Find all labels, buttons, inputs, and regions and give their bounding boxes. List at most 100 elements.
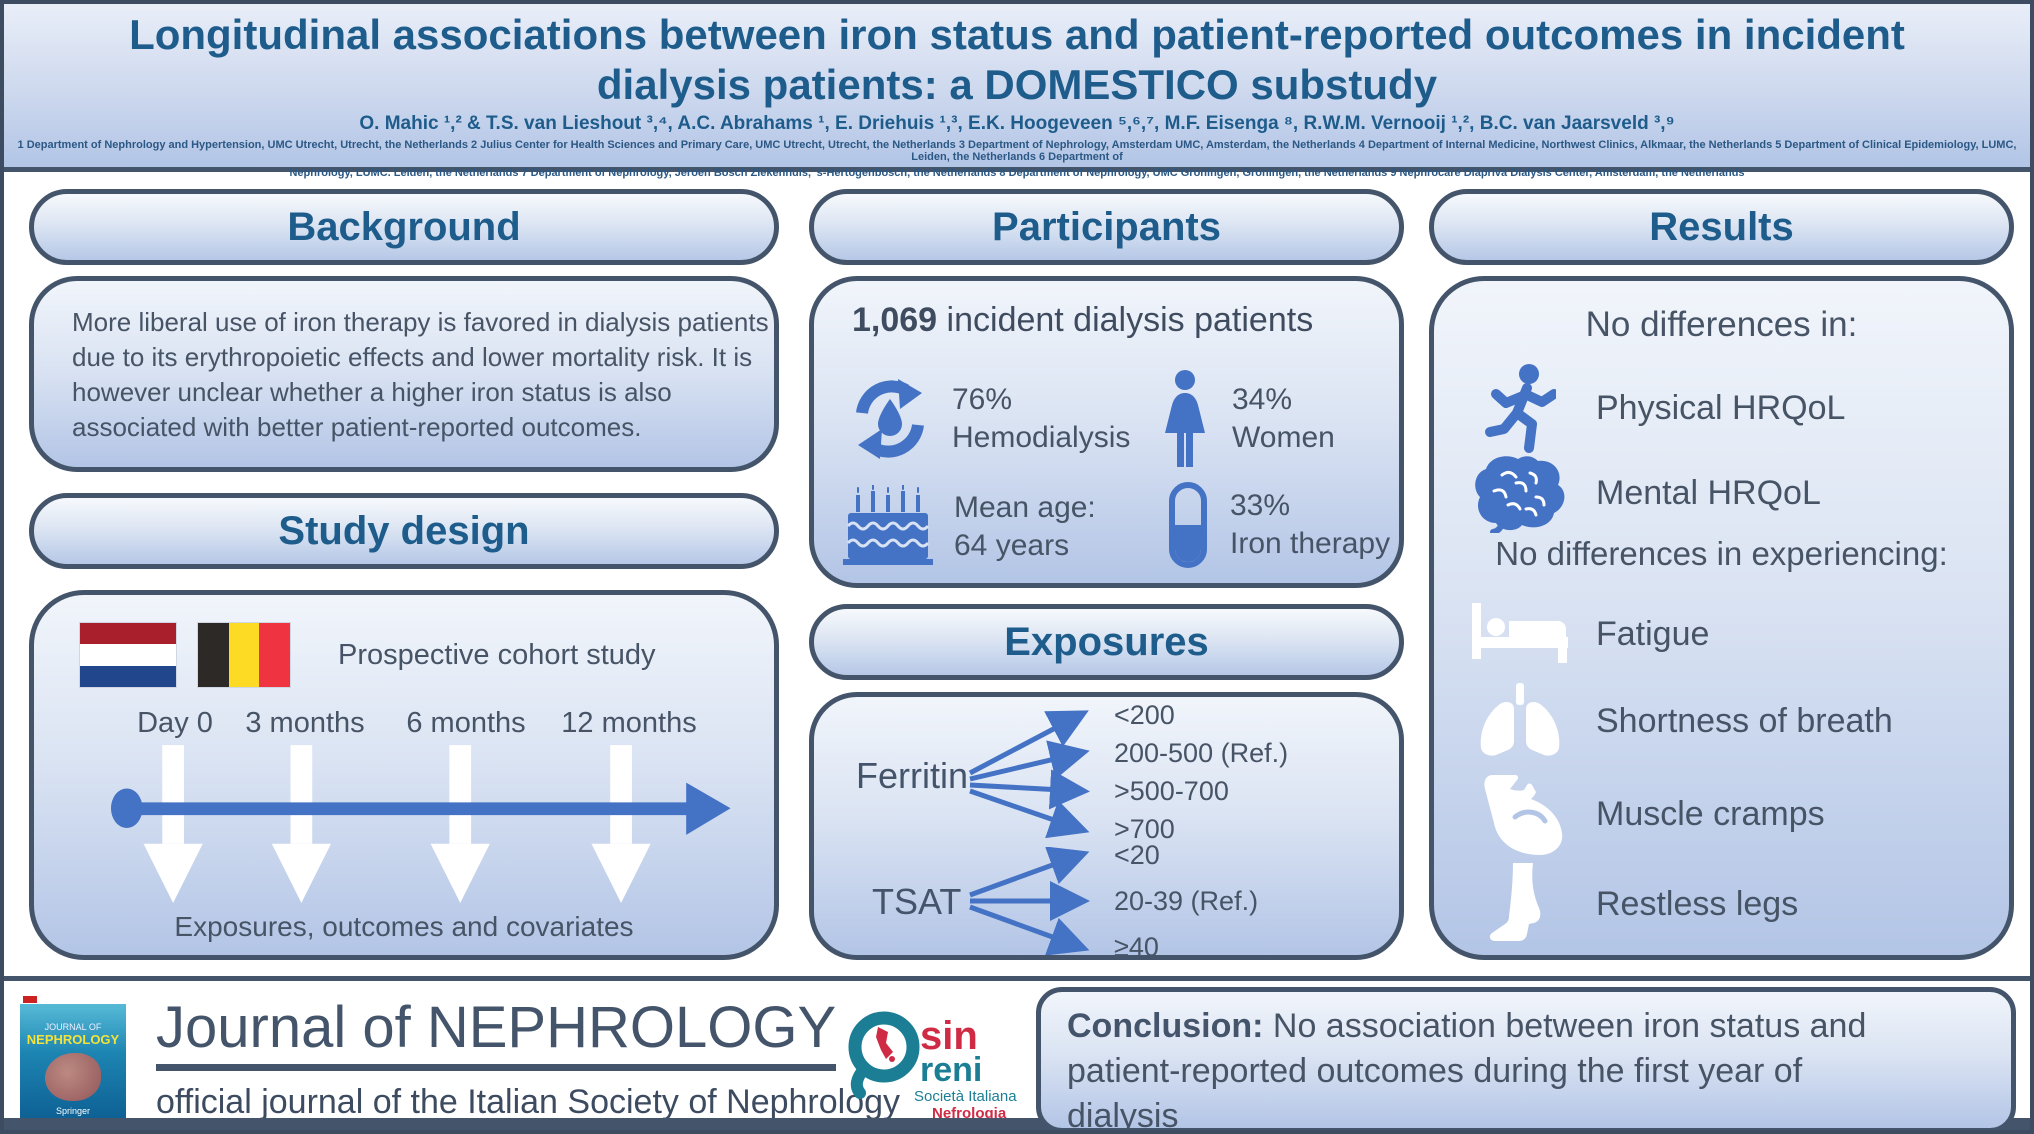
cover-publisher: Springer <box>55 1106 91 1116</box>
result-item-shortness-of-breath: Shortness of breath <box>1470 683 1893 759</box>
study-design-title: Study design <box>278 508 530 553</box>
flag-stripe-white <box>80 644 176 666</box>
results-section-header: Results <box>1429 189 2014 265</box>
conclusion-text: No association between iron status and p… <box>1067 1007 1867 1134</box>
background-title: Background <box>287 204 521 249</box>
bicep-icon <box>1470 771 1570 857</box>
capsule-icon <box>1169 482 1207 568</box>
tsat-category: <20 <box>1114 840 1160 870</box>
authors-line: O. Mahic ¹,² & T.S. van Lieshout ³,⁴, A.… <box>359 113 1675 134</box>
title-line-1: Longitudinal associations between iron s… <box>129 11 1905 58</box>
participants-title: Participants <box>992 204 1221 249</box>
cover-topbar <box>20 995 126 1004</box>
result-label: Physical HRQoL <box>1596 388 1846 427</box>
stat-value: 76% <box>952 383 1013 416</box>
conclusion-box: Conclusion: No association between iron … <box>1036 987 2016 1134</box>
timeline-label-day0: Day 0 <box>137 707 213 739</box>
flags-row: Prospective cohort study <box>80 623 656 687</box>
result-label: Mental HRQoL <box>1596 473 1821 512</box>
stat-iron-therapy: 33% Iron therapy <box>1166 481 1390 569</box>
timeline-label-3months: 3 months <box>245 707 365 739</box>
tsat-arrow-fan <box>969 847 1090 955</box>
result-label: Shortness of breath <box>1596 701 1893 740</box>
study-design-section-header: Study design <box>29 493 779 569</box>
brain-icon <box>1470 453 1570 533</box>
belgium-flag-icon <box>198 623 291 687</box>
result-label: Fatigue <box>1596 614 1710 653</box>
results-heading-2: No differences in experiencing: <box>1495 535 1948 572</box>
flag-stripe-blue <box>80 665 176 687</box>
stat-label: Hemodialysis <box>952 421 1131 454</box>
cake-icon <box>843 485 933 565</box>
journal-title: Journal of NEPHROLOGY <box>156 997 837 1071</box>
stat-hemodialysis: 76% Hemodialysis <box>848 377 1130 461</box>
hemodialysis-icon <box>856 379 924 459</box>
stat-text: 76% Hemodialysis <box>952 381 1130 457</box>
header-banner: Longitudinal associations between iron s… <box>4 4 2030 179</box>
journal-cover: JOURNAL OF NEPHROLOGY Springer <box>20 995 126 1123</box>
study-design-box: Prospective cohort study Day 0 3 months … <box>29 590 779 960</box>
results-title: Results <box>1649 204 1794 249</box>
ferritin-category: <200 <box>1114 700 1175 730</box>
background-text: More liberal use of iron therapy is favo… <box>72 307 769 442</box>
ferritin-label: Ferritin <box>856 755 969 796</box>
result-label: Restless legs <box>1596 884 1799 923</box>
result-item-muscle-cramps: Muscle cramps <box>1470 771 1825 857</box>
woman-icon <box>1165 370 1205 467</box>
stat-value: Mean age: <box>954 491 1096 524</box>
result-item-restless-legs: Restless legs <box>1470 861 1798 947</box>
poster-title: Longitudinal associations between iron s… <box>4 4 2030 110</box>
stat-text: 34% Women <box>1232 381 1335 457</box>
netherlands-flag-icon <box>80 623 176 687</box>
tsat-category: 20-39 (Ref.) <box>1114 886 1259 916</box>
affiliations-line-2: Nephrology, LUMC. Leiden, the Netherland… <box>289 167 1745 179</box>
ferritin-arrow-fan <box>968 710 1090 839</box>
timeline-axis <box>110 782 731 835</box>
tsat-category: ≥40 <box>1114 932 1159 962</box>
affiliations-line-1: 1 Department of Nephrology and Hypertens… <box>17 139 2017 163</box>
timeline-down-arrows <box>143 745 651 903</box>
timeline-label-6months: 6 months <box>406 707 526 739</box>
reni-word: reni <box>920 1051 982 1089</box>
participants-headline-rest: incident dialysis patients <box>946 301 1314 339</box>
stat-women: 34% Women <box>1158 369 1335 469</box>
title-line-2: dialysis patients: a DOMESTICO substudy <box>596 61 1438 108</box>
stat-mean-age: Mean age: 64 years <box>842 485 1096 569</box>
timeline-diagram <box>110 745 731 903</box>
exposures-box: Ferritin <200 200-500 (Ref.) >500-700 >7… <box>809 692 1404 962</box>
footer: JOURNAL OF NEPHROLOGY Springer Journal o… <box>4 976 2030 1134</box>
cover-title-main: NEPHROLOGY <box>26 1032 120 1047</box>
results-box: No differences in: Physical HRQoL <box>1429 276 2014 960</box>
kidney-image <box>45 1053 101 1101</box>
cover-publisher-mark <box>23 996 37 1003</box>
stat-value: 34% <box>1232 383 1293 416</box>
ferritin-category: >500-700 <box>1114 776 1229 806</box>
sin-line1: Società Italiana <box>914 1088 1017 1105</box>
leg-icon <box>1470 861 1570 947</box>
ferritin-category: >700 <box>1114 814 1175 844</box>
background-box: More liberal use of iron therapy is favo… <box>29 276 779 472</box>
exposures-section-header: Exposures <box>809 604 1404 680</box>
stat-label: Iron therapy <box>1230 527 1391 560</box>
participants-box: 1,069 incident dialysis patients 76% Hem… <box>809 276 1404 588</box>
flag-stripe-redv <box>259 623 291 687</box>
stat-text: 33% Iron therapy <box>1230 487 1390 563</box>
sin-society-logo: sin reni Società Italiana Nefrologia <box>848 1011 1017 1122</box>
bed-icon <box>1470 599 1570 669</box>
stat-value: 33% <box>1230 489 1291 522</box>
cover-title-small: JOURNAL OF <box>44 1022 102 1032</box>
result-item-mental: Mental HRQoL <box>1470 453 1821 533</box>
journal-subtitle: official journal of the Italian Society … <box>156 1083 901 1121</box>
flag-stripe-black <box>198 623 229 687</box>
study-design-caption: Exposures, outcomes and covariates <box>174 911 634 942</box>
conclusion-label: Conclusion: <box>1067 1007 1264 1045</box>
participants-headline: 1,069 incident dialysis patients <box>852 301 1313 340</box>
lungs-icon <box>1470 683 1570 759</box>
background-section-header: Background <box>29 189 779 265</box>
stat-label: Women <box>1232 421 1335 454</box>
study-type-label: Prospective cohort study <box>338 638 656 671</box>
flag-stripe-yellow <box>228 623 260 687</box>
exposures-title: Exposures <box>1004 619 1209 664</box>
flag-stripe-red <box>80 623 176 645</box>
